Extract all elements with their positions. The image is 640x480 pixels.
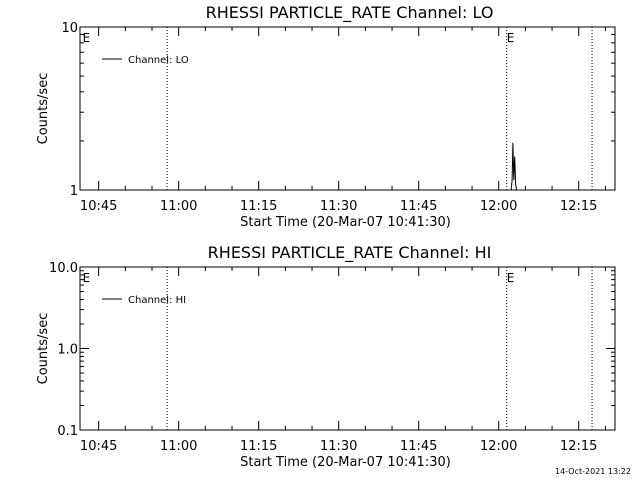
x-tick-label: 12:15 bbox=[560, 199, 597, 214]
x-tick-label: 11:30 bbox=[320, 199, 357, 214]
event-marker-label: E bbox=[507, 271, 515, 285]
x-tick-label: 11:45 bbox=[400, 439, 437, 454]
event-marker-label: E bbox=[83, 271, 91, 285]
chart-title: RHESSI PARTICLE_RATE Channel: LO bbox=[206, 3, 494, 23]
x-tick-label: 10:45 bbox=[80, 199, 117, 214]
plot-frame bbox=[79, 266, 616, 431]
x-tick-label: 11:30 bbox=[320, 439, 357, 454]
chart-panel-1: RHESSI PARTICLE_RATE Channel: HI 0.1 1.0 10… bbox=[36, 243, 616, 470]
x-tick-label: 12:00 bbox=[480, 439, 517, 454]
y-tick-label: 10.0 bbox=[49, 261, 78, 276]
y-axis-label: Counts/sec bbox=[36, 73, 51, 145]
y-tick-label: 1 bbox=[70, 184, 78, 199]
chart-title: RHESSI PARTICLE_RATE Channel: HI bbox=[208, 243, 492, 263]
y-tick-label: 1.0 bbox=[57, 343, 78, 358]
x-tick-label: 11:15 bbox=[240, 439, 277, 454]
series-line bbox=[510, 142, 517, 191]
footer-timestamp: 14-Oct-2021 13:22 bbox=[555, 467, 631, 476]
x-tick-label: 11:00 bbox=[160, 199, 197, 214]
y-tick-label: 0.1 bbox=[57, 424, 78, 439]
x-tick-label: 10:45 bbox=[80, 439, 117, 454]
legend-label: Channel: HI bbox=[128, 295, 186, 306]
x-tick-label: 12:15 bbox=[560, 439, 597, 454]
event-marker-label: E bbox=[507, 31, 515, 45]
x-axis-label: Start Time (20-Mar-07 10:41:30) bbox=[240, 455, 451, 470]
x-axis-label: Start Time (20-Mar-07 10:41:30) bbox=[240, 215, 451, 230]
y-tick-label: 10 bbox=[61, 21, 78, 36]
x-tick-label: 12:00 bbox=[480, 199, 517, 214]
chart-panel-0: RHESSI PARTICLE_RATE Channel: LO 1 10 10:45… bbox=[36, 3, 616, 230]
x-tick-label: 11:15 bbox=[240, 199, 277, 214]
event-marker-label: E bbox=[83, 31, 91, 45]
plot-frame bbox=[79, 26, 616, 191]
y-axis-label: Counts/sec bbox=[36, 313, 51, 385]
x-tick-label: 11:00 bbox=[160, 439, 197, 454]
x-tick-label: 11:45 bbox=[400, 199, 437, 214]
legend-label: Channel: LO bbox=[128, 55, 189, 66]
